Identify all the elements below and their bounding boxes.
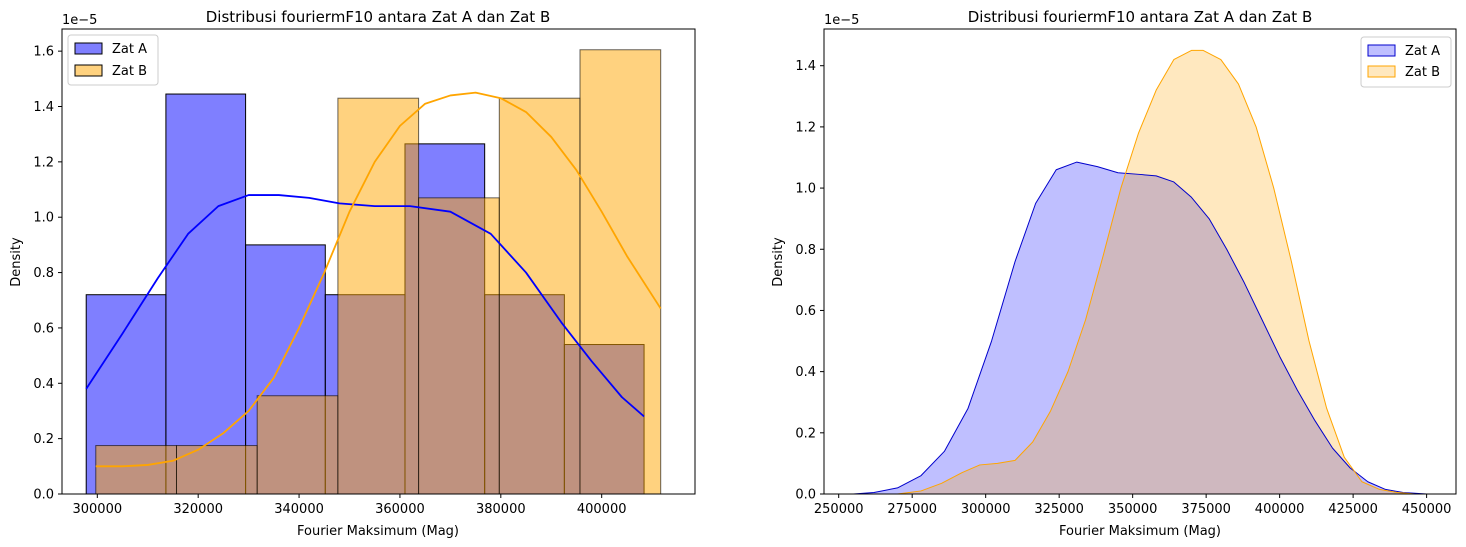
histogram-x-axis-label: Fourier Maksimum (Mag)	[297, 524, 459, 539]
kde-legend-swatch-zat-a	[1367, 44, 1396, 57]
histogram-bar-zat-b	[175, 445, 258, 495]
histogram-x-tick-label: 320000	[173, 502, 223, 517]
kde-x-tick-label: 325000	[1034, 502, 1084, 517]
histogram-legend-swatch-zat-b	[74, 64, 103, 77]
kde-plot-area	[853, 49, 1433, 495]
kde-x-tick-label: 350000	[1108, 502, 1158, 517]
kde-y-tick-label: 0.0	[795, 488, 816, 503]
kde-y-tick-label: 0.6	[795, 304, 816, 319]
histogram-ticks: 300000 320000 340000 360000 380000 400000 0.0 0…	[33, 45, 626, 517]
kde-y-tick-label: 1.4	[795, 59, 816, 74]
histogram-bar-zat-b	[418, 197, 500, 495]
histogram-bars-zat-b	[95, 49, 662, 495]
histogram-x-tick-label: 400000	[577, 502, 627, 517]
kde-y-offset-label: 1e−5	[824, 13, 859, 28]
histogram-y-offset-label: 1e−5	[62, 13, 97, 28]
histogram-plot-area	[85, 49, 662, 495]
histogram-legend-swatch-zat-a	[74, 42, 103, 55]
histogram-kde-line-zat-a	[85, 194, 645, 418]
kde-x-tick-label: 400000	[1255, 502, 1305, 517]
kde-axes-frame	[823, 28, 1457, 495]
histogram-x-tick-label: 360000	[375, 502, 425, 517]
histogram-chart: 300000 320000 340000 360000 380000 400000 0.0 0…	[9, 8, 696, 539]
histogram-bar-zat-b	[579, 49, 662, 495]
histogram-title: Distribusi fouriermF10 antara Zat A dan …	[206, 8, 551, 26]
kde-legend-box	[1360, 36, 1452, 88]
histogram-y-tick-label: 0.2	[33, 432, 54, 447]
histogram-bar-zat-a	[165, 93, 247, 495]
kde-area-zat-b	[897, 50, 1433, 494]
histogram-x-tick-label: 340000	[274, 502, 324, 517]
kde-x-tick-label: 450000	[1402, 502, 1452, 517]
kde-legend-label-zat-a: Zat A	[1405, 44, 1440, 59]
kde-legend: Zat A Zat B	[1360, 36, 1452, 88]
histogram-y-tick-label: 1.6	[33, 45, 54, 60]
kde-x-tick-label: 425000	[1328, 502, 1378, 517]
kde-area-zat-a	[853, 162, 1427, 494]
histogram-legend-label-zat-a: Zat A	[112, 42, 147, 57]
kde-ticks: 250000 275000 300000 325000 350000 375000 4000…	[795, 59, 1451, 517]
kde-legend-swatch-zat-b	[1367, 65, 1396, 78]
histogram-legend-label-zat-b: Zat B	[112, 64, 147, 79]
histogram-y-tick-label: 1.2	[33, 155, 54, 170]
histogram-y-axis-label: Density	[9, 237, 24, 287]
kde-x-tick-label: 275000	[887, 502, 937, 517]
kde-y-axis-label: Density	[771, 237, 786, 287]
histogram-bar-zat-b	[256, 395, 339, 495]
kde-y-tick-label: 0.4	[795, 365, 816, 380]
histogram-bar-zat-b	[498, 97, 581, 495]
kde-chart: 250000 275000 300000 325000 350000 375000 4000…	[771, 8, 1457, 539]
histogram-y-tick-label: 0.0	[33, 488, 54, 503]
kde-legend-label-zat-b: Zat B	[1405, 65, 1440, 80]
histogram-x-tick-label: 300000	[72, 502, 122, 517]
histogram-kde-line-zat-b	[95, 91, 662, 468]
histogram-y-tick-label: 1.4	[33, 100, 54, 115]
histogram-x-tick-label: 380000	[476, 502, 526, 517]
kde-y-tick-label: 1.0	[795, 182, 816, 197]
kde-x-tick-label: 250000	[814, 502, 864, 517]
histogram-bar-zat-b	[95, 445, 177, 495]
kde-x-tick-label: 300000	[961, 502, 1011, 517]
kde-x-tick-label: 375000	[1181, 502, 1231, 517]
kde-title: Distribusi fouriermF10 antara Zat A dan …	[968, 8, 1313, 26]
histogram-y-tick-label: 0.6	[33, 321, 54, 336]
histogram-y-tick-label: 1.0	[33, 211, 54, 226]
histogram-y-tick-label: 0.8	[33, 266, 54, 281]
kde-x-axis-label: Fourier Maksimum (Mag)	[1059, 524, 1221, 539]
histogram-legend: Zat A Zat B	[67, 34, 159, 86]
histogram-axes-frame	[61, 28, 696, 495]
kde-line-zat-a	[853, 161, 1427, 495]
histogram-y-tick-label: 0.4	[33, 377, 54, 392]
kde-y-tick-label: 1.2	[795, 120, 816, 135]
kde-y-tick-label: 0.2	[795, 426, 816, 441]
kde-y-tick-label: 0.8	[795, 243, 816, 258]
kde-line-zat-b	[897, 49, 1433, 495]
